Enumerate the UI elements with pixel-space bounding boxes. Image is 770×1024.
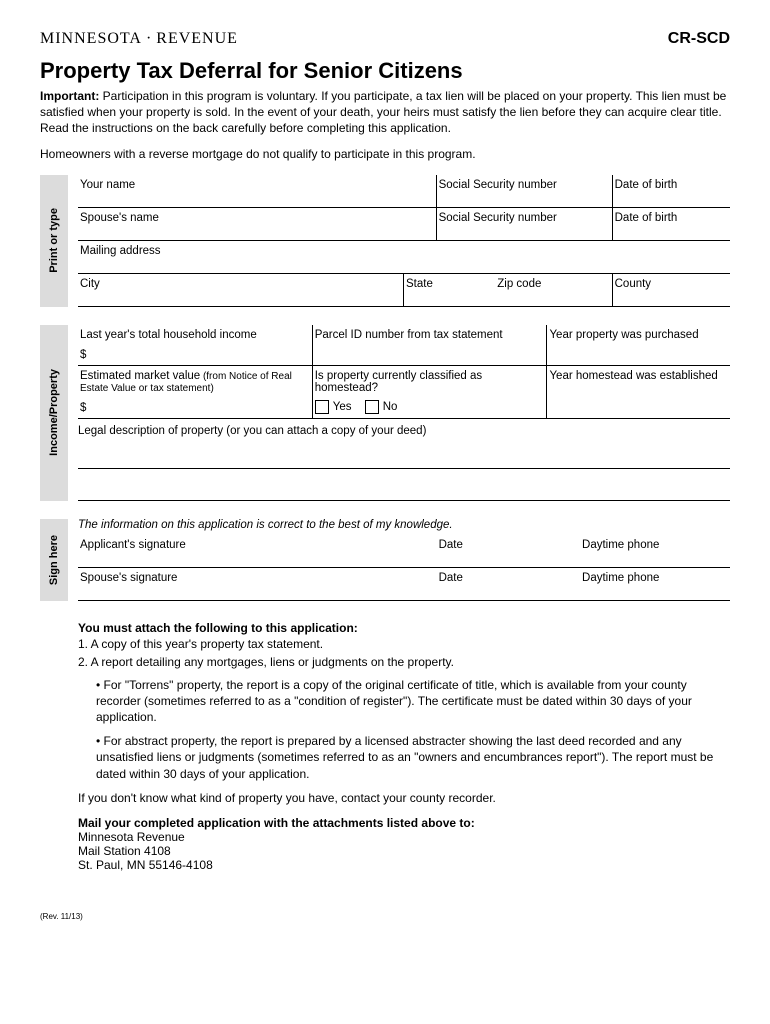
unknown-property-note: If you don't know what kind of property … [78, 790, 730, 806]
year-purchased-label: Year property was purchased [549, 329, 698, 341]
mail-line-1: Minnesota Revenue [78, 830, 730, 844]
city-label: City [80, 278, 100, 290]
year-homestead-label: Year homestead was established [549, 370, 717, 382]
dob-label: Date of birth [615, 179, 678, 191]
mail-line-2: Mail Station 4108 [78, 844, 730, 858]
year-purchased-field[interactable]: Year property was purchased [547, 325, 730, 366]
revision-date: (Rev. 11/13) [40, 912, 730, 921]
parcel-label: Parcel ID number from tax statement [315, 329, 503, 341]
county-label: County [615, 278, 651, 290]
county-field[interactable]: County [613, 274, 730, 307]
page-title: Property Tax Deferral for Senior Citizen… [40, 58, 730, 84]
spouse-sig-label: Spouse's signature [80, 572, 177, 584]
attach-bullet-1: For "Torrens" property, the report is a … [96, 677, 730, 726]
legal-line-2[interactable] [78, 475, 730, 501]
homestead-label: Is property currently classified as home… [315, 370, 482, 394]
market-value-field[interactable]: Estimated market value (from Notice of R… [78, 366, 313, 419]
spouse-date-label: Date [439, 572, 463, 584]
mailing-label: Mailing address [80, 245, 161, 257]
attach-bullet-2: For abstract property, the report is pre… [96, 733, 730, 782]
separator-dot: · [146, 30, 152, 47]
spouse-dob-label: Date of birth [615, 212, 678, 224]
market-value-label: Estimated market value [80, 370, 200, 382]
spouse-name-field[interactable]: Spouse's name [78, 208, 437, 241]
spouse-date-field[interactable]: Date [437, 568, 580, 601]
legal-line-1[interactable] [78, 443, 730, 469]
attach-item-2: 2. A report detailing any mortgages, lie… [78, 655, 730, 669]
important-label: Important: [40, 89, 99, 103]
attach-block: You must attach the following to this ap… [78, 621, 730, 872]
intro-text: Participation in this program is volunta… [40, 89, 726, 135]
applicant-date-label: Date [439, 539, 463, 551]
applicant-phone-label: Daytime phone [582, 539, 659, 551]
sign-tab: Sign here [40, 519, 68, 601]
mail-title: Mail your completed application with the… [78, 816, 730, 830]
reverse-mortgage-note: Homeowners with a reverse mortgage do no… [40, 147, 730, 161]
zip-label: Zip code [497, 278, 541, 290]
print-tab: Print or type [40, 175, 68, 307]
legal-desc-block: Legal description of property (or you ca… [78, 419, 730, 501]
sign-body: The information on this application is c… [78, 519, 730, 601]
applicant-sig-field[interactable]: Applicant's signature [78, 535, 437, 568]
sign-intro: The information on this application is c… [78, 519, 730, 531]
header: MINNESOTA·REVENUE CR-SCD [40, 30, 730, 48]
no-label: No [383, 401, 398, 413]
print-body: Your name Social Security number Date of… [78, 175, 730, 307]
no-checkbox[interactable] [365, 400, 379, 414]
agency-part1: MINNESOTA [40, 30, 142, 47]
sign-section: Sign here The information on this applic… [40, 519, 730, 601]
state-label: State [406, 278, 433, 290]
attach-item-1: 1. A copy of this year's property tax st… [78, 637, 730, 651]
spouse-sig-field[interactable]: Spouse's signature [78, 568, 437, 601]
ssn-label: Social Security number [439, 179, 557, 191]
intro-paragraph: Important: Participation in this program… [40, 88, 730, 137]
your-name-field[interactable]: Your name [78, 175, 437, 208]
attach-title: You must attach the following to this ap… [78, 621, 730, 635]
print-section: Print or type Your name Social Security … [40, 175, 730, 307]
agency-name: MINNESOTA·REVENUE [40, 30, 238, 48]
spouse-ssn-field[interactable]: Social Security number [437, 208, 613, 241]
sign-tab-label: Sign here [48, 535, 60, 585]
mailing-field[interactable]: Mailing address [78, 241, 730, 274]
your-name-label: Your name [80, 179, 135, 191]
year-homestead-field[interactable]: Year homestead was established [547, 366, 730, 419]
income-tab: Income/Property [40, 325, 68, 501]
income-section: Income/Property Last year's total househ… [40, 325, 730, 501]
income-tab-label: Income/Property [48, 369, 60, 456]
yes-checkbox[interactable] [315, 400, 329, 414]
applicant-phone-field[interactable]: Daytime phone [580, 535, 730, 568]
applicant-sig-label: Applicant's signature [80, 539, 186, 551]
dob-field[interactable]: Date of birth [613, 175, 730, 208]
city-field[interactable]: City [78, 274, 404, 307]
applicant-date-field[interactable]: Date [437, 535, 580, 568]
dollar-sign-2: $ [80, 402, 306, 414]
print-tab-label: Print or type [48, 208, 60, 273]
spouse-name-label: Spouse's name [80, 212, 159, 224]
income-field[interactable]: Last year's total household income $ [78, 325, 313, 366]
zip-field[interactable]: Zip code [495, 274, 612, 307]
spouse-phone-label: Daytime phone [582, 572, 659, 584]
parcel-field[interactable]: Parcel ID number from tax statement [313, 325, 548, 366]
income-label: Last year's total household income [80, 329, 257, 341]
yes-label: Yes [333, 401, 352, 413]
legal-desc-label: Legal description of property (or you ca… [78, 425, 426, 437]
ssn-field[interactable]: Social Security number [437, 175, 613, 208]
homestead-field: Is property currently classified as home… [313, 366, 548, 419]
spouse-ssn-label: Social Security number [439, 212, 557, 224]
state-field[interactable]: State [404, 274, 495, 307]
spouse-phone-field[interactable]: Daytime phone [580, 568, 730, 601]
income-body: Last year's total household income $ Par… [78, 325, 730, 501]
agency-part2: REVENUE [156, 30, 238, 47]
form-code: CR-SCD [668, 30, 730, 48]
spouse-dob-field[interactable]: Date of birth [613, 208, 730, 241]
mail-line-3: St. Paul, MN 55146-4108 [78, 858, 730, 872]
dollar-sign-1: $ [80, 349, 306, 361]
